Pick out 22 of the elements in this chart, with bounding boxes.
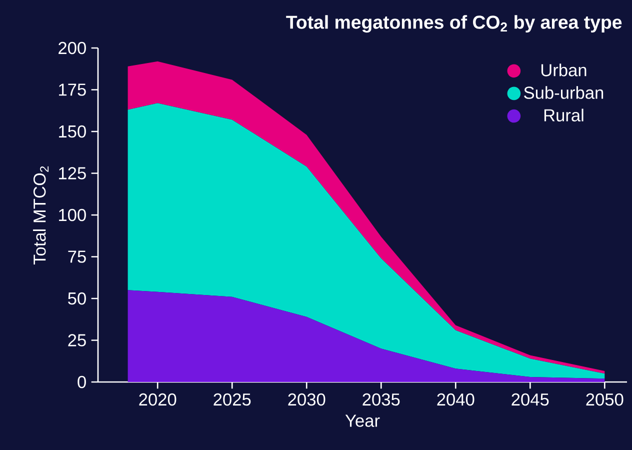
legend-label: Rural	[544, 108, 584, 122]
x-tick-label: 2025	[214, 393, 251, 406]
legend-label: Sub-urban	[524, 86, 604, 99]
x-tick-label: 2040	[437, 393, 474, 406]
x-tick-label: 2030	[288, 393, 326, 406]
y-tick-label: 75	[68, 250, 86, 263]
y-tick-label: 200	[58, 42, 86, 54]
x-tick-label: 2050	[586, 393, 624, 406]
chart-title: Total megatonnes of CO$_{2}$ by area type	[286, 15, 622, 33]
y-tick-label: 0	[78, 376, 86, 388]
x-tick-label: 2035	[362, 393, 400, 406]
y-tick-label: 150	[59, 125, 86, 138]
y-axis-title: Total MTCO$_{2}$	[33, 166, 49, 265]
x-tick-label: 2020	[139, 393, 176, 406]
y-tick-label: 50	[68, 292, 86, 305]
y-tick-label: 25	[68, 334, 86, 346]
legend-label: Urban	[541, 64, 586, 76]
x-axis-title: Year	[345, 414, 380, 427]
y-tick-label: 175	[59, 84, 86, 96]
y-tick-label: 100	[59, 208, 86, 222]
y-tick-label: 125	[59, 167, 86, 180]
x-tick-label: 2045	[512, 393, 549, 406]
